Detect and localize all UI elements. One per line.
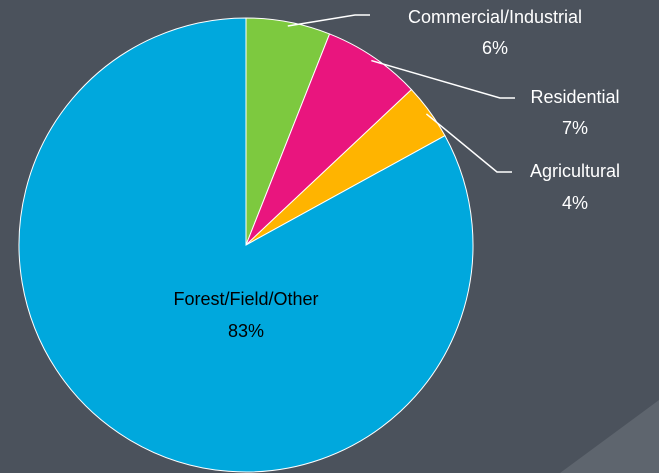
slice-value: 83%	[228, 321, 264, 341]
leader-line	[287, 14, 370, 27]
slice-label: Residential	[530, 87, 619, 107]
slice-value: 6%	[482, 38, 508, 58]
background-accent	[560, 400, 659, 473]
leader-line	[371, 59, 515, 99]
slice-value: 7%	[562, 118, 588, 138]
slice-label: Forest/Field/Other	[173, 289, 318, 309]
slice-value: 4%	[562, 193, 588, 213]
pie-slice	[18, 17, 474, 473]
slice-label: Commercial/Industrial	[408, 7, 582, 27]
slice-label: Agricultural	[530, 161, 620, 181]
leader-line	[425, 113, 512, 173]
